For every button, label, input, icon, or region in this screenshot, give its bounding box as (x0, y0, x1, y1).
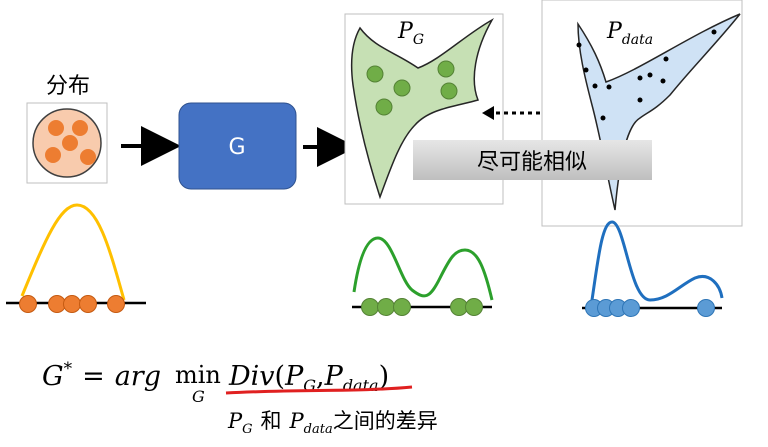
pg-title: PG (397, 19, 424, 48)
pg-dot (437, 60, 455, 78)
pdata-dot (637, 75, 643, 81)
caption-and: 和 (261, 409, 282, 433)
distribution-dot (62, 135, 78, 151)
distribution-dot (45, 147, 61, 163)
formula-lhs: G (42, 361, 64, 392)
formula-p1: P (284, 361, 304, 392)
formula-p2: P (324, 361, 344, 392)
orange-axis-dot (48, 295, 66, 313)
distribution-dot (72, 120, 88, 136)
yellow-curve (20, 203, 126, 301)
formula-div-name: Div (228, 361, 275, 392)
generator-label: G (228, 135, 245, 160)
formula-open: ( (275, 361, 286, 392)
distribution-dot (48, 120, 64, 136)
formula-arg: arg (115, 361, 161, 392)
formula-min: min (175, 361, 221, 389)
formula-min-sub: G (192, 387, 205, 406)
pdata-dot (711, 29, 717, 35)
formula-comma: , (316, 361, 325, 392)
pdata-title-p: P (606, 19, 623, 44)
pdata-dot (600, 115, 606, 121)
orange-axis-dot (79, 295, 97, 313)
similar-label: 尽可能相似 (477, 150, 587, 175)
formula-equals: = (82, 361, 105, 392)
pdata-dot (583, 67, 589, 73)
green-axis-dot (450, 298, 468, 316)
pg-dots (366, 60, 458, 116)
pdata-dot (663, 56, 669, 62)
caption: PG 和 Pdata之间的差异 (227, 409, 438, 437)
pg-dot (393, 79, 411, 97)
formula-underline (225, 385, 413, 395)
caption-p1: P (227, 409, 243, 433)
blue-curve (590, 220, 724, 302)
orange-axis-dot (63, 295, 81, 313)
orange-axis-dot (19, 295, 37, 313)
distribution-dot (80, 149, 96, 165)
caption-p1-sub: G (242, 422, 252, 437)
pdata-title-sub: data (622, 32, 653, 48)
generator-box (178, 102, 297, 190)
formula-div: Div(PG,Pdata) (228, 361, 389, 395)
orange-axis-dot (107, 295, 125, 313)
green-axis-dot (393, 298, 411, 316)
pg-dot (366, 65, 384, 83)
pdata-dot (592, 83, 598, 89)
pg-dot (375, 98, 393, 116)
pdata-dot (576, 42, 582, 48)
pdata-dot (606, 84, 612, 90)
blue-axis-dot (622, 299, 640, 317)
pg-dot (440, 82, 458, 100)
pg-shape (350, 18, 494, 200)
pdata-dot (660, 78, 666, 84)
caption-tail: 之间的差异 (333, 409, 438, 433)
formula: G* = arg (42, 359, 161, 392)
blue-axis-dots (585, 299, 715, 317)
formula-star: * (64, 359, 73, 379)
formula-close: ) (379, 361, 390, 392)
pg-title-p: P (397, 19, 414, 44)
green-axis-dots (361, 298, 483, 316)
green-curve (352, 236, 494, 301)
distribution-label: 分布 (46, 74, 90, 99)
pg-title-sub: G (413, 32, 424, 48)
green-axis-dot (465, 298, 483, 316)
orange-axis-dots (19, 295, 125, 313)
green-axis-dot (377, 298, 395, 316)
caption-p2: P (289, 409, 305, 433)
pdata-title: Pdata (606, 19, 653, 48)
blue-axis-dot (697, 299, 715, 317)
pdata-dot (637, 97, 643, 103)
pdata-dot (647, 72, 653, 78)
green-axis-dot (361, 298, 379, 316)
similar-banner (413, 140, 652, 180)
formula-p2-sub: data (343, 376, 379, 395)
distribution-dots (45, 120, 96, 165)
compare-arrow-left-head (482, 106, 494, 120)
caption-p2-sub: data (304, 422, 333, 437)
